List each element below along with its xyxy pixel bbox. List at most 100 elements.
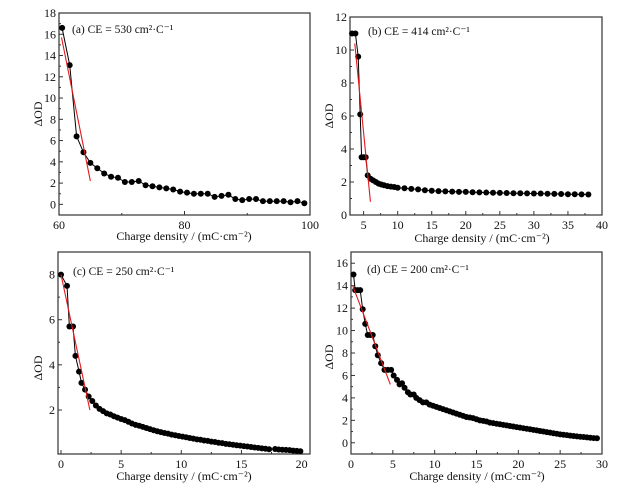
panel-b-fit-line xyxy=(354,43,371,202)
panel-a-data-point xyxy=(94,165,101,172)
panel-a-data-point xyxy=(135,177,142,184)
panel-d-frame xyxy=(350,251,603,455)
panel-b-data-point xyxy=(496,189,503,196)
panel-d-ytick-label: 0 xyxy=(342,436,348,450)
panel-b-xtick-label: 15 xyxy=(426,218,438,232)
panel-c-data-point xyxy=(297,448,304,455)
panel-c-xtick-label: 0 xyxy=(58,457,64,471)
panel-a-data-point xyxy=(177,188,184,195)
panel-b-data-point xyxy=(352,30,359,37)
panel-b-data-point xyxy=(544,190,551,197)
panel-d-data-point xyxy=(593,435,600,442)
panel-a-data-point xyxy=(59,24,66,31)
panel-a-data-point xyxy=(184,189,191,196)
panel-d-annotation: (d) CE = 200 cm²·C⁻¹ xyxy=(367,264,469,276)
panel-b-data-point xyxy=(449,188,456,195)
panel-a-series-line xyxy=(61,27,305,204)
panel-a-ytick-label: 12 xyxy=(44,70,56,84)
panel-a-ytick-label: 6 xyxy=(50,134,56,148)
panel-c-xtick-label: 5 xyxy=(118,457,124,471)
panel-b-data-point xyxy=(435,188,442,195)
panel-c-data-point xyxy=(266,446,273,453)
panel-c-data-point xyxy=(78,379,85,386)
panel-d-xtick-label: 20 xyxy=(512,457,524,471)
panel-a-ytick-label: 18 xyxy=(44,6,56,20)
panel-d-data-point xyxy=(357,287,364,294)
panel-d-ytick-label: 4 xyxy=(342,391,348,405)
panel-d-ytick-label: 2 xyxy=(342,413,348,427)
panel-b-data-point xyxy=(571,191,578,198)
panel-a-xlabel: Charge density / (mC·cm⁻²) xyxy=(116,229,251,243)
panel-b-xtick-label: 10 xyxy=(392,218,404,232)
panel-d-xlabel: Charge density / (mC·cm⁻²) xyxy=(409,469,544,483)
panel-a-data-point xyxy=(266,198,273,205)
panel-c-ytick-label: 6 xyxy=(49,313,55,327)
panel-a-ytick-label: 10 xyxy=(44,91,56,105)
panel-d-ytick-label: 12 xyxy=(336,301,348,315)
panel-a-data-point xyxy=(128,179,135,186)
panel-a-ylabel: ΔOD xyxy=(31,101,45,126)
panel-d-ytick-label: 16 xyxy=(336,256,348,270)
panel-d-ytick-label: 8 xyxy=(342,346,348,360)
panel-a-ytick-label: 14 xyxy=(44,49,56,63)
panel-a-data-point xyxy=(156,184,163,191)
panel-a-ytick-label: 8 xyxy=(50,112,56,126)
panel-c-data-point xyxy=(58,271,65,278)
panel-c: (c) CE = 250 cm²·C⁻¹ Charge density / (m… xyxy=(31,251,311,483)
panel-c-data-point xyxy=(76,368,83,375)
panel-d-xtick-label: 15 xyxy=(471,457,483,471)
panel-b-data-point xyxy=(394,184,401,191)
panel-a-data-point xyxy=(301,200,308,207)
panel-a-data-point xyxy=(101,170,108,177)
panel-a-data-point xyxy=(246,196,253,203)
panel-a-data-point xyxy=(66,62,73,69)
panel-a-data-point xyxy=(149,183,156,190)
panel-b-xtick-label: 30 xyxy=(528,218,540,232)
panel-d-xtick-label: 25 xyxy=(554,457,566,471)
panel-b-ytick-label: 12 xyxy=(335,10,347,24)
panel-a-data-point xyxy=(294,198,301,205)
panel-b-data-point xyxy=(476,189,483,196)
panel-a-frame xyxy=(58,12,311,216)
panel-a-data-point xyxy=(121,179,128,186)
panel-a-data-point xyxy=(253,196,260,203)
panel-b-xtick-label: 20 xyxy=(460,218,472,232)
panel-d-series-line xyxy=(353,274,598,439)
panel-b-data-point xyxy=(524,190,531,197)
panel-a-data-point xyxy=(204,190,211,197)
panel-a-ytick-label: 0 xyxy=(50,197,56,211)
panel-d-xtick-label: 30 xyxy=(596,457,608,471)
panel-a-data-point xyxy=(87,159,94,166)
panel-b-data-point xyxy=(421,187,428,194)
panel-a-data-point xyxy=(197,190,204,197)
panel-c-data-point xyxy=(89,397,96,404)
panel-d-ytick-label: 10 xyxy=(336,324,348,338)
panel-b-data-point xyxy=(401,185,408,192)
panel-a-data-point xyxy=(108,173,115,180)
panel-b-data-point xyxy=(517,190,524,197)
panel-b-ylabel: ΔOD xyxy=(322,103,336,128)
panel-b-data-point xyxy=(462,188,469,195)
panel-a-ytick-label: 16 xyxy=(44,27,56,41)
panel-a-xtick-label: 100 xyxy=(301,218,319,232)
panel-a-data-point xyxy=(239,197,246,204)
panel-b-data-point xyxy=(442,188,449,195)
panel-b-data-point xyxy=(564,191,571,198)
panel-a-data-point xyxy=(163,185,170,192)
panel-a-data-point xyxy=(287,199,294,206)
panel-c-annotation: (c) CE = 250 cm²·C⁻¹ xyxy=(73,266,175,278)
panel-d-ytick-label: 14 xyxy=(336,279,348,293)
panel-d-data-point xyxy=(401,384,408,391)
panel-c-fit-line xyxy=(60,274,91,411)
panel-a-fit-line xyxy=(60,37,91,182)
panel-a-xtick-label: 60 xyxy=(53,218,65,232)
panel-b-data-point xyxy=(469,189,476,196)
panel-a-annotation: (a) CE = 530 cm²·C⁻¹ xyxy=(72,24,174,36)
panel-b-xtick-label: 5 xyxy=(361,218,367,232)
panel-b-data-point xyxy=(428,187,435,194)
panel-b-data-point xyxy=(483,189,490,196)
panel-c-ytick-label: 8 xyxy=(49,268,55,282)
panel-c-data-point xyxy=(64,282,71,289)
panel-b-xtick-label: 35 xyxy=(562,218,574,232)
panel-b-data-point xyxy=(490,189,497,196)
